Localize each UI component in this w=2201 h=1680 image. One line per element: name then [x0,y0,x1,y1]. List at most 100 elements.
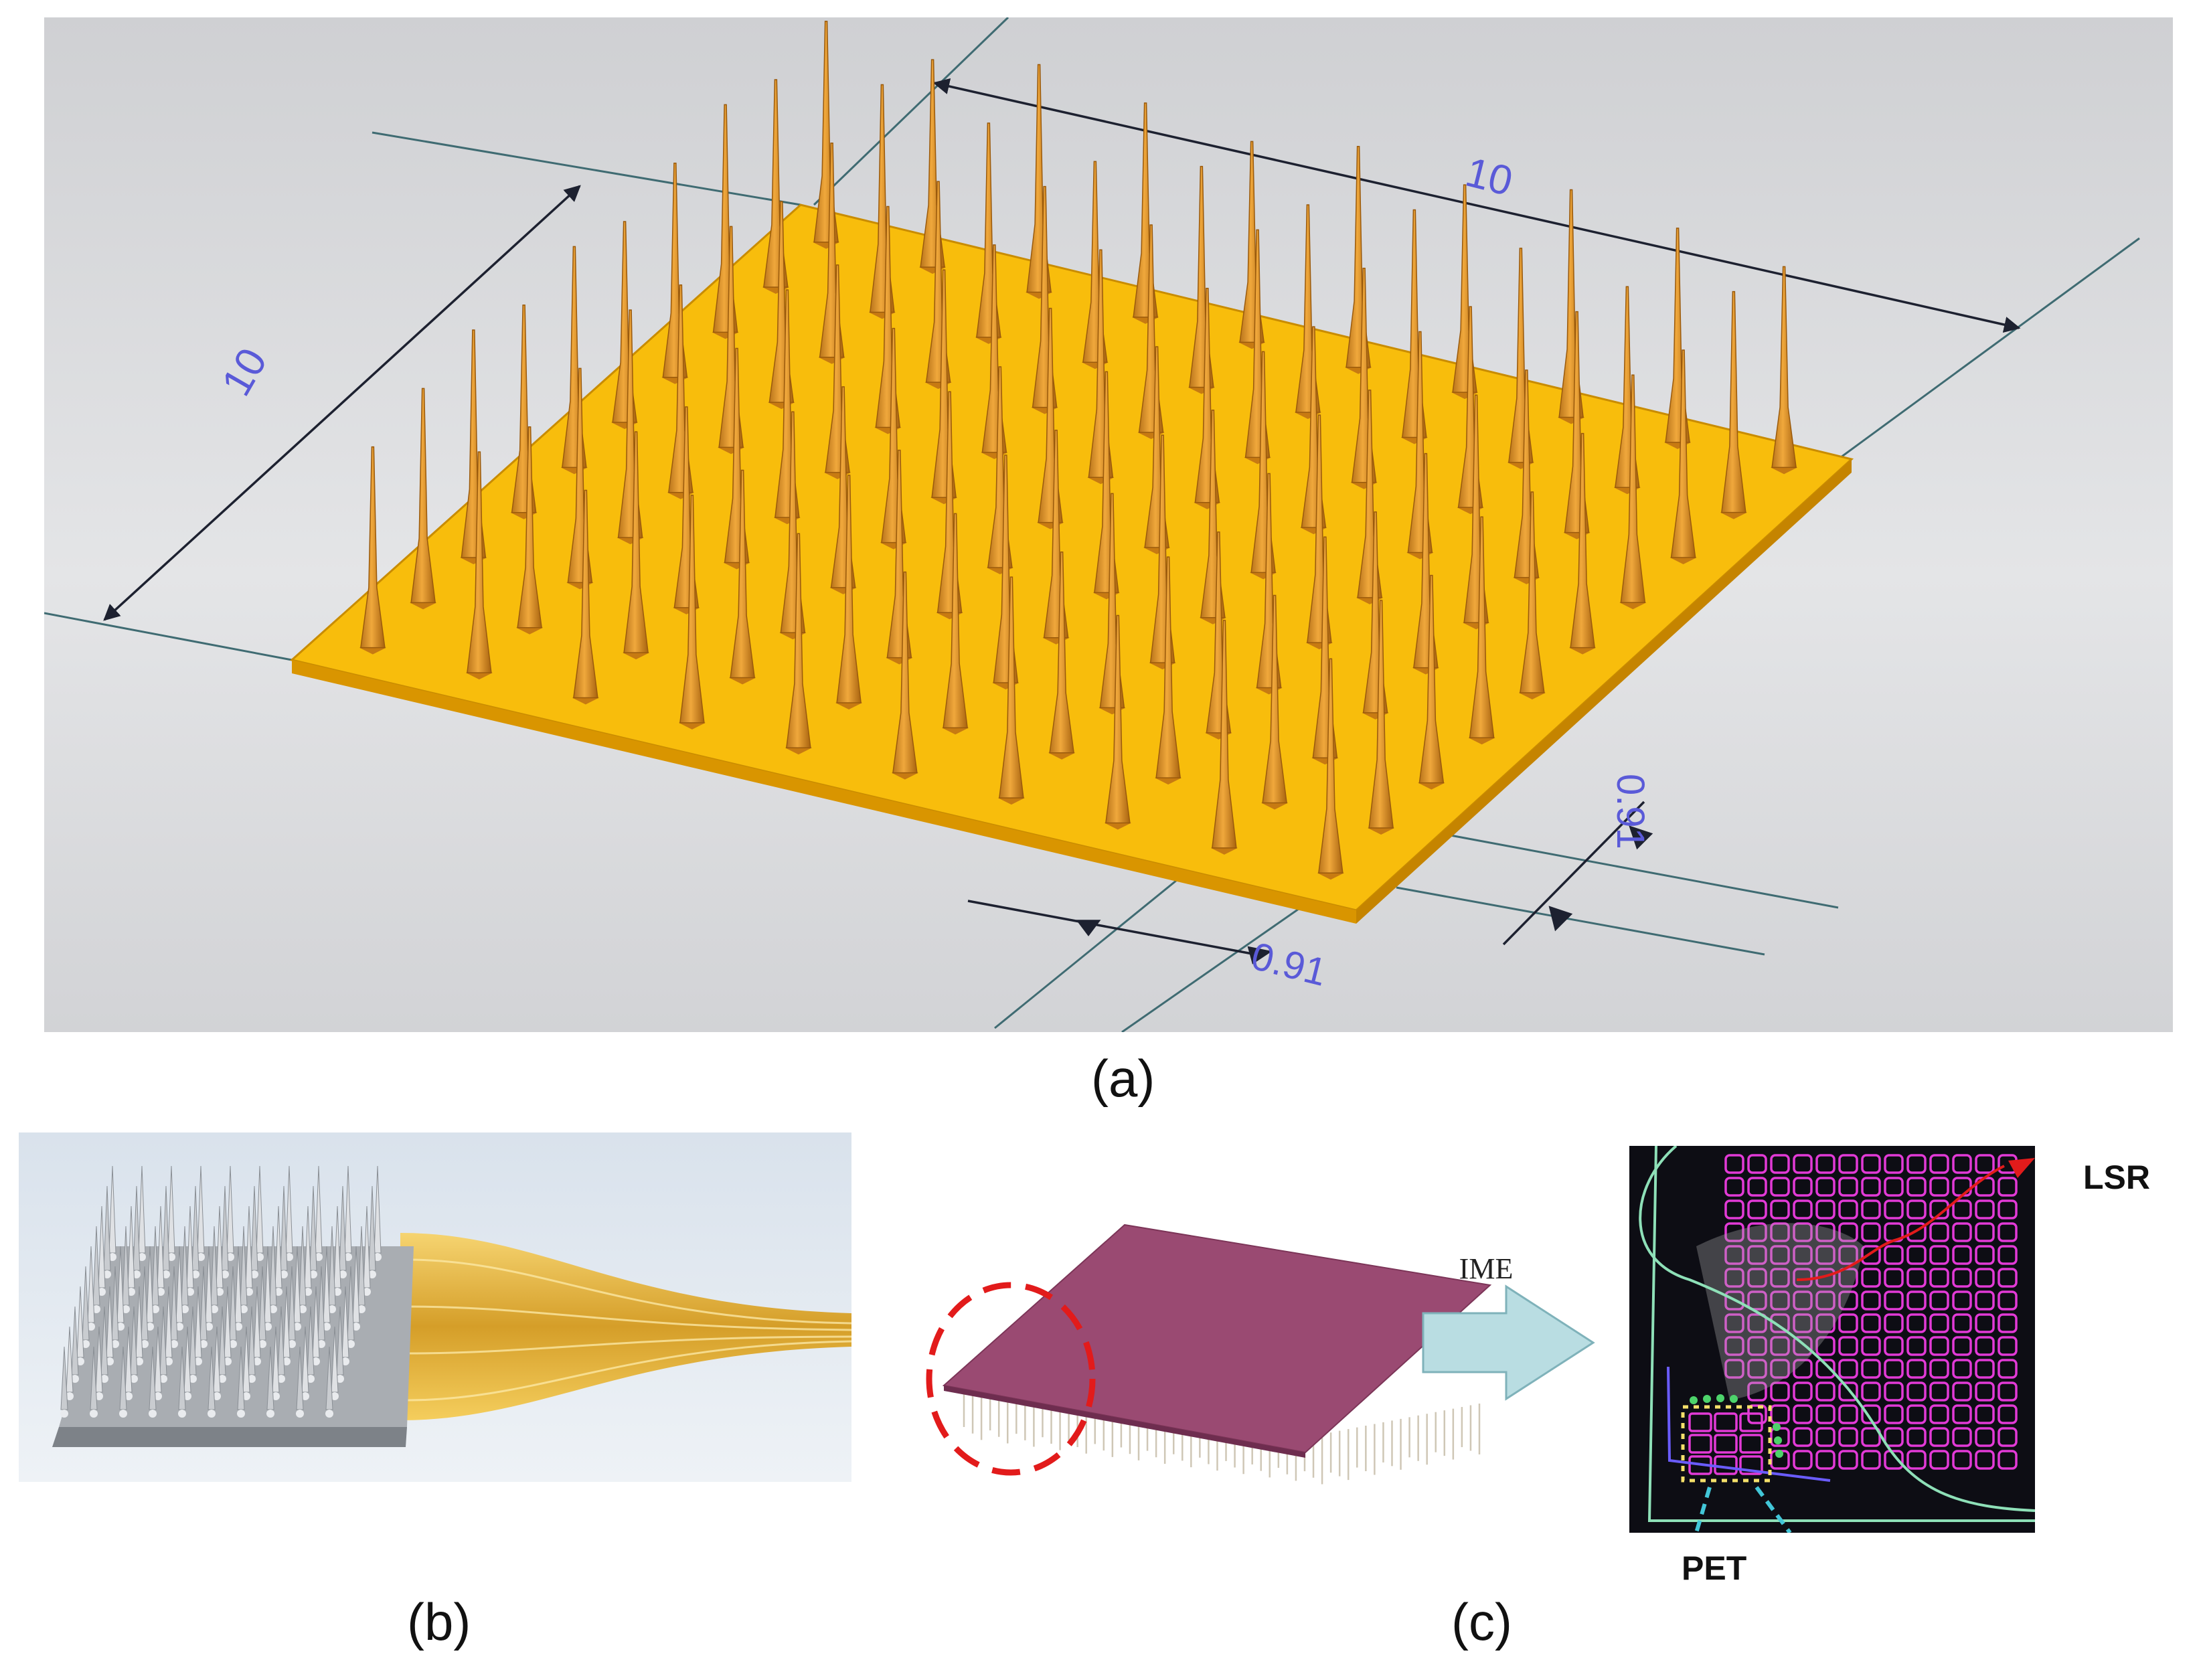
dimension-label-right: 0.91 [1609,774,1652,849]
photo-needle-base [368,1270,376,1278]
grid-cell [1770,1222,1790,1242]
microneedle [785,533,812,755]
grid-cell [1929,1245,1949,1265]
grid-cell [1815,1336,1836,1356]
grid-cell [1952,1199,1972,1220]
grid-cell [1929,1268,1949,1288]
grid-cell [1998,1313,2018,1333]
photo-needle-base [213,1392,221,1400]
grid-cell [1747,1245,1767,1265]
pet-grid-cell [1688,1434,1712,1454]
grid-cell [1770,1359,1790,1379]
photo-needle-base [127,1288,135,1296]
photo-needle-base [288,1340,296,1348]
grid-cell [1952,1450,1972,1470]
microneedle [359,446,386,655]
photo-needle-base [103,1270,111,1278]
photo-needle-base [333,1288,341,1296]
photo-needle-base [296,1410,304,1418]
grid-cell [1906,1290,1927,1311]
photo-needle-base [248,1375,256,1383]
grid-cell [1770,1177,1790,1197]
photo-needle-base [71,1375,79,1383]
grid-cell [1724,1359,1744,1379]
grid-cell [1884,1268,1904,1288]
microneedle [516,426,544,635]
grid-cell [1861,1313,1881,1333]
photo-needle-base [352,1323,360,1331]
grid-cell [1929,1336,1949,1356]
grid-cell [1770,1154,1790,1174]
grid-cell [1975,1154,1995,1174]
photo-needle-base [108,1253,116,1261]
grid-cell [1998,1245,2018,1265]
grid-cell [1952,1290,1972,1311]
grid-cell [1815,1199,1836,1220]
photo-needle-base [95,1392,103,1400]
grid-cell [1952,1154,1972,1174]
photo-needle-base [317,1340,325,1348]
photo-needle-base [250,1270,258,1278]
grid-cell [1724,1268,1744,1288]
photo-needle-base [146,1323,154,1331]
pet-grid-cell [1739,1455,1763,1475]
grid-cell [1884,1381,1904,1402]
photo-needle-base [125,1392,133,1400]
microneedle [1104,614,1131,830]
grid-cell [1861,1154,1881,1174]
caption-a: (a) [1091,1049,1155,1108]
grid-cell [1838,1199,1858,1220]
grid-cell [1861,1290,1881,1311]
photo-needle-base [208,1410,216,1418]
label-lsr: LSR [2083,1159,2150,1196]
microneedle [1317,658,1344,880]
grid-cell [1815,1381,1836,1402]
grid-cell [1929,1290,1949,1311]
photo-needle-base [60,1410,68,1418]
grid-cell [1747,1336,1767,1356]
photo-needle-base [98,1288,106,1296]
grid-cell [1975,1359,1995,1379]
photo-needle-base [258,1340,266,1348]
grid-cell [1793,1427,1813,1447]
grid-cell [1884,1450,1904,1470]
boundary-curve [1639,1146,2035,1512]
pet-grid-cell [1714,1434,1738,1454]
grid-cell [1975,1427,1995,1447]
grid-cell [1975,1245,1995,1265]
grid-cell [1861,1245,1881,1265]
photo-needle-base [280,1270,288,1278]
ribbon-cable [400,1233,851,1420]
grid-cell [1838,1290,1858,1311]
photo-needle-base [218,1375,226,1383]
photo-needle-base [323,1323,331,1331]
grid-cell [1793,1404,1813,1424]
photo-needle-base [191,1270,199,1278]
photo-needle-base [253,1357,261,1365]
grid-cell [1906,1199,1927,1220]
photo-needle-base [119,1410,127,1418]
photo-needle-base [210,1305,218,1313]
microneedle [1155,556,1182,785]
ime-arrow-label: IME [1459,1252,1514,1285]
grid-cell [1815,1245,1836,1265]
photo-needle-base [237,1410,245,1418]
microneedle [1400,209,1428,444]
grid-cell [1793,1177,1813,1197]
grid-cell [1838,1268,1858,1288]
photo-needle-base [90,1410,98,1418]
microneedle [1048,551,1076,760]
photo-needle-base [229,1340,237,1348]
grid-cell [1770,1268,1790,1288]
device-photo-panel [19,1132,851,1482]
grid-cell [1906,1245,1927,1265]
grid-cell [1815,1404,1836,1424]
grid-cell [1815,1154,1836,1174]
lsr-pointer [1796,1165,2005,1281]
photo-needle-base [189,1375,197,1383]
microneedle [1771,266,1798,475]
grid-cell [1952,1381,1972,1402]
purple-pad [942,1224,1492,1454]
microneedle [891,571,918,780]
grid-cell [1747,1381,1767,1402]
